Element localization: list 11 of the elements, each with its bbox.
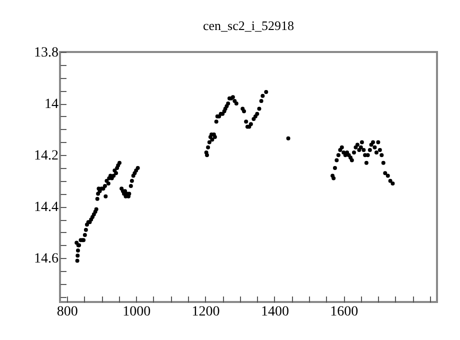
y-tick-label: 14.4	[34, 200, 58, 216]
y-tick-label: 14.6	[34, 252, 58, 267]
y-tick-label: 14	[44, 97, 58, 112]
x-tick-label: 1600	[330, 304, 358, 320]
x-tick-label: 1000	[122, 304, 151, 320]
y-tick-label: 13.8	[34, 46, 58, 60]
y-tick-label: 14.2	[34, 148, 58, 164]
x-tick-label: 1200	[192, 304, 220, 320]
chart-title: cen_sc2_i_52918	[203, 18, 294, 33]
x-tick-label: 1400	[260, 304, 289, 320]
x-tick-label: 800	[56, 304, 78, 320]
